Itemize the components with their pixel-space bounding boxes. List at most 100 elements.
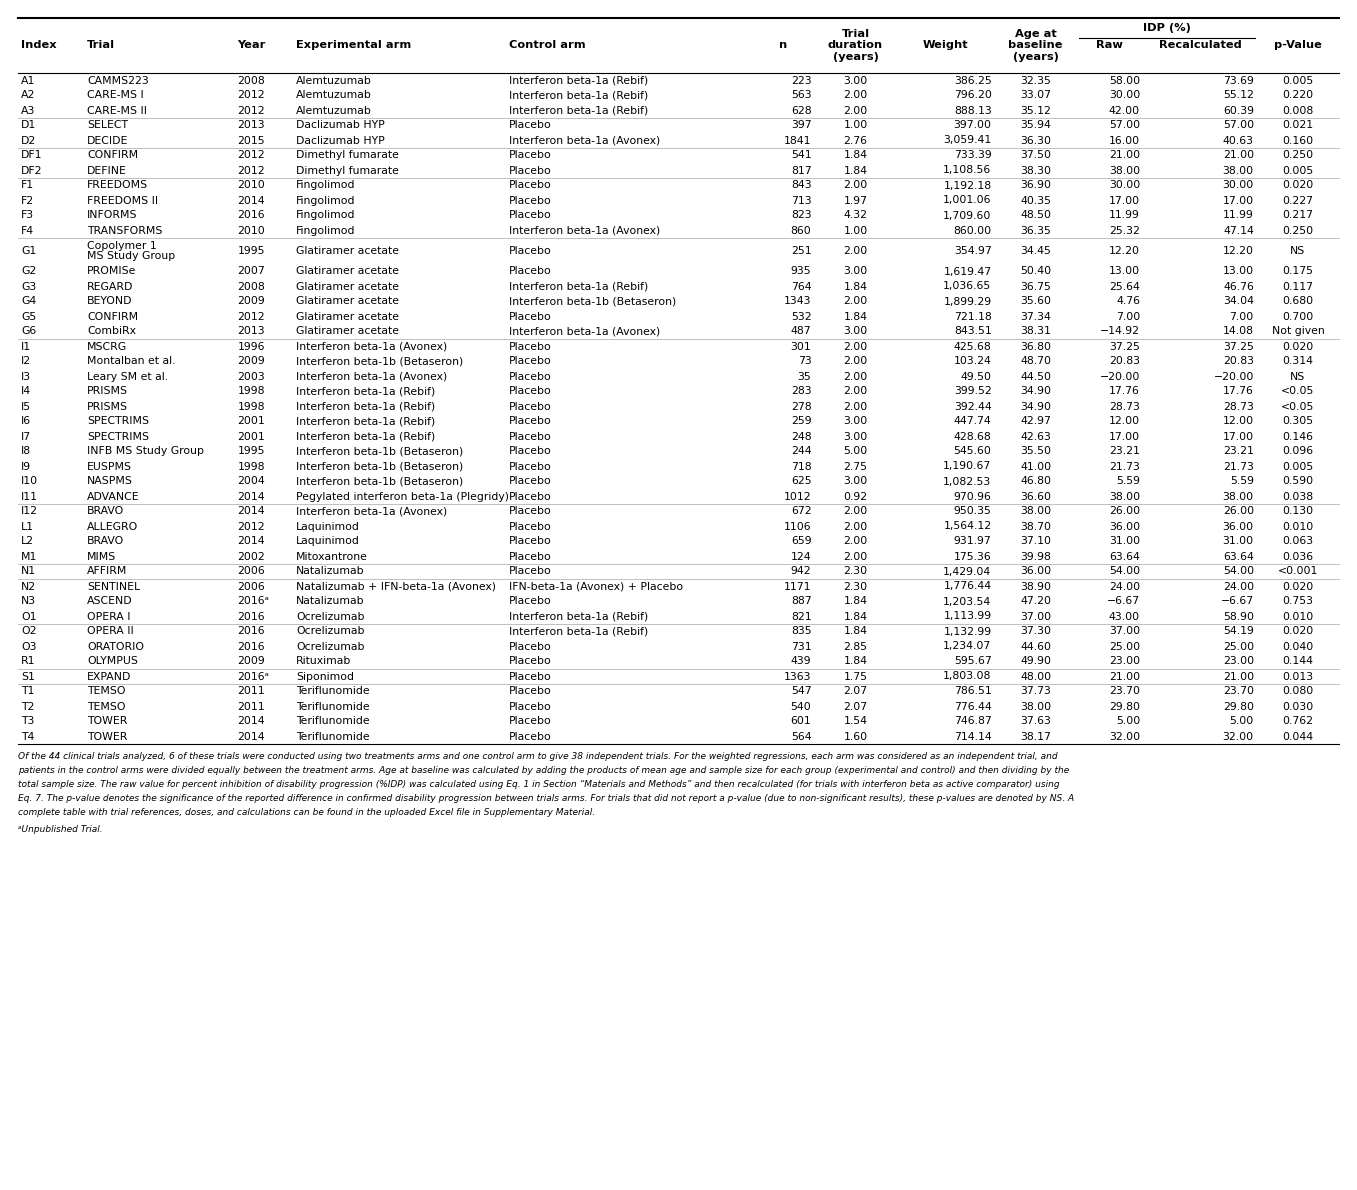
- Text: MSCRG: MSCRG: [87, 342, 128, 351]
- Text: T3: T3: [20, 716, 34, 727]
- Text: 354.97: 354.97: [954, 246, 992, 256]
- Text: Fingolimod: Fingolimod: [296, 225, 356, 236]
- Text: 2016ᵃ: 2016ᵃ: [237, 671, 269, 682]
- Text: 601: 601: [791, 716, 811, 727]
- Text: Daclizumab HYP: Daclizumab HYP: [296, 136, 384, 145]
- Text: 0.762: 0.762: [1282, 716, 1314, 727]
- Text: 14.08: 14.08: [1223, 326, 1254, 337]
- Text: 25.64: 25.64: [1109, 282, 1140, 292]
- Text: 0.217: 0.217: [1282, 211, 1314, 220]
- Text: CONFIRM: CONFIRM: [87, 312, 138, 321]
- Text: 0.146: 0.146: [1282, 432, 1314, 441]
- Text: 17.76: 17.76: [1223, 387, 1254, 396]
- Text: Fingolimod: Fingolimod: [296, 181, 356, 190]
- Text: TEMSO: TEMSO: [87, 701, 126, 712]
- Text: Recalculated: Recalculated: [1159, 40, 1242, 50]
- Text: 38.00: 38.00: [1109, 491, 1140, 501]
- Text: 29.80: 29.80: [1223, 701, 1254, 712]
- Text: 37.73: 37.73: [1020, 687, 1052, 696]
- Text: 38.00: 38.00: [1109, 165, 1140, 175]
- Text: 36.00: 36.00: [1109, 521, 1140, 532]
- Text: 21.00: 21.00: [1223, 671, 1254, 682]
- Text: 942: 942: [791, 566, 811, 576]
- Text: 36.35: 36.35: [1020, 225, 1052, 236]
- Text: 2010: 2010: [237, 181, 265, 190]
- Text: 931.97: 931.97: [954, 537, 992, 546]
- Text: PROMISe: PROMISe: [87, 267, 137, 276]
- Text: Placebo: Placebo: [509, 195, 552, 206]
- Text: Glatiramer acetate: Glatiramer acetate: [296, 296, 399, 307]
- Text: 2.30: 2.30: [844, 582, 867, 591]
- Text: <0.001: <0.001: [1278, 566, 1318, 576]
- Text: PRISMS: PRISMS: [87, 401, 129, 412]
- Text: 35.12: 35.12: [1020, 106, 1052, 115]
- Text: TOWER: TOWER: [87, 716, 128, 727]
- Text: 47.20: 47.20: [1020, 596, 1052, 607]
- Text: Alemtuzumab: Alemtuzumab: [296, 106, 372, 115]
- Text: Placebo: Placebo: [509, 671, 552, 682]
- Text: 223: 223: [791, 75, 811, 86]
- Text: 2.00: 2.00: [843, 357, 867, 367]
- Text: 13.00: 13.00: [1223, 267, 1254, 276]
- Text: 0.038: 0.038: [1282, 491, 1314, 501]
- Text: −20.00: −20.00: [1213, 371, 1254, 382]
- Text: 16.00: 16.00: [1109, 136, 1140, 145]
- Text: 439: 439: [791, 657, 811, 666]
- Text: Placebo: Placebo: [509, 491, 552, 501]
- Text: Teriflunomide: Teriflunomide: [296, 732, 369, 741]
- Text: 38.00: 38.00: [1020, 507, 1052, 516]
- Text: TRANSFORMS: TRANSFORMS: [87, 225, 163, 236]
- Text: I6: I6: [20, 416, 31, 426]
- Text: Pegylated interferon beta-1a (Plegridy): Pegylated interferon beta-1a (Plegridy): [296, 491, 509, 501]
- Text: BRAVO: BRAVO: [87, 537, 125, 546]
- Text: 46.80: 46.80: [1020, 476, 1052, 487]
- Text: 32.00: 32.00: [1223, 732, 1254, 741]
- Text: 2014: 2014: [237, 732, 265, 741]
- Text: 39.98: 39.98: [1020, 551, 1052, 562]
- Text: 1.84: 1.84: [844, 312, 867, 321]
- Text: Eq. 7. The p-value denotes the significance of the reported difference in confir: Eq. 7. The p-value denotes the significa…: [18, 794, 1075, 803]
- Text: 20.83: 20.83: [1109, 357, 1140, 367]
- Text: 36.75: 36.75: [1020, 282, 1052, 292]
- Text: Teriflunomide: Teriflunomide: [296, 701, 369, 712]
- Text: 50.40: 50.40: [1020, 267, 1052, 276]
- Text: Control arm: Control arm: [509, 40, 586, 50]
- Text: Interferon beta-1b (Betaseron): Interferon beta-1b (Betaseron): [296, 476, 463, 487]
- Text: 48.00: 48.00: [1020, 671, 1052, 682]
- Text: 38.00: 38.00: [1223, 491, 1254, 501]
- Text: 28.73: 28.73: [1223, 401, 1254, 412]
- Text: 12.20: 12.20: [1109, 246, 1140, 256]
- Text: 30.00: 30.00: [1109, 90, 1140, 100]
- Text: SPECTRIMS: SPECTRIMS: [87, 432, 149, 441]
- Text: Placebo: Placebo: [509, 165, 552, 175]
- Text: 0.753: 0.753: [1282, 596, 1314, 607]
- Text: 2015: 2015: [237, 136, 265, 145]
- Text: 2013: 2013: [237, 326, 265, 337]
- Text: 5.00: 5.00: [1115, 716, 1140, 727]
- Text: 0.020: 0.020: [1282, 342, 1314, 351]
- Text: 2016: 2016: [237, 211, 265, 220]
- Text: Raw: Raw: [1096, 40, 1124, 50]
- Text: 2.00: 2.00: [843, 371, 867, 382]
- Text: Laquinimod: Laquinimod: [296, 537, 360, 546]
- Text: EUSPMS: EUSPMS: [87, 462, 133, 471]
- Text: 37.10: 37.10: [1020, 537, 1052, 546]
- Text: 970.96: 970.96: [954, 491, 992, 501]
- Text: I8: I8: [20, 446, 31, 457]
- Text: Glatiramer acetate: Glatiramer acetate: [296, 326, 399, 337]
- Text: 31.00: 31.00: [1223, 537, 1254, 546]
- Text: −14.92: −14.92: [1101, 326, 1140, 337]
- Text: F4: F4: [20, 225, 34, 236]
- Text: 5.00: 5.00: [1229, 716, 1254, 727]
- Text: 31.00: 31.00: [1109, 537, 1140, 546]
- Text: 0.590: 0.590: [1282, 476, 1314, 487]
- Text: Montalban et al.: Montalban et al.: [87, 357, 176, 367]
- Text: 5.59: 5.59: [1115, 476, 1140, 487]
- Text: Placebo: Placebo: [509, 401, 552, 412]
- Text: Interferon beta-1a (Rebif): Interferon beta-1a (Rebif): [296, 387, 436, 396]
- Text: Interferon beta-1a (Rebif): Interferon beta-1a (Rebif): [509, 626, 649, 637]
- Text: 718: 718: [791, 462, 811, 471]
- Text: A3: A3: [20, 106, 35, 115]
- Text: 823: 823: [791, 211, 811, 220]
- Text: 73.69: 73.69: [1223, 75, 1254, 86]
